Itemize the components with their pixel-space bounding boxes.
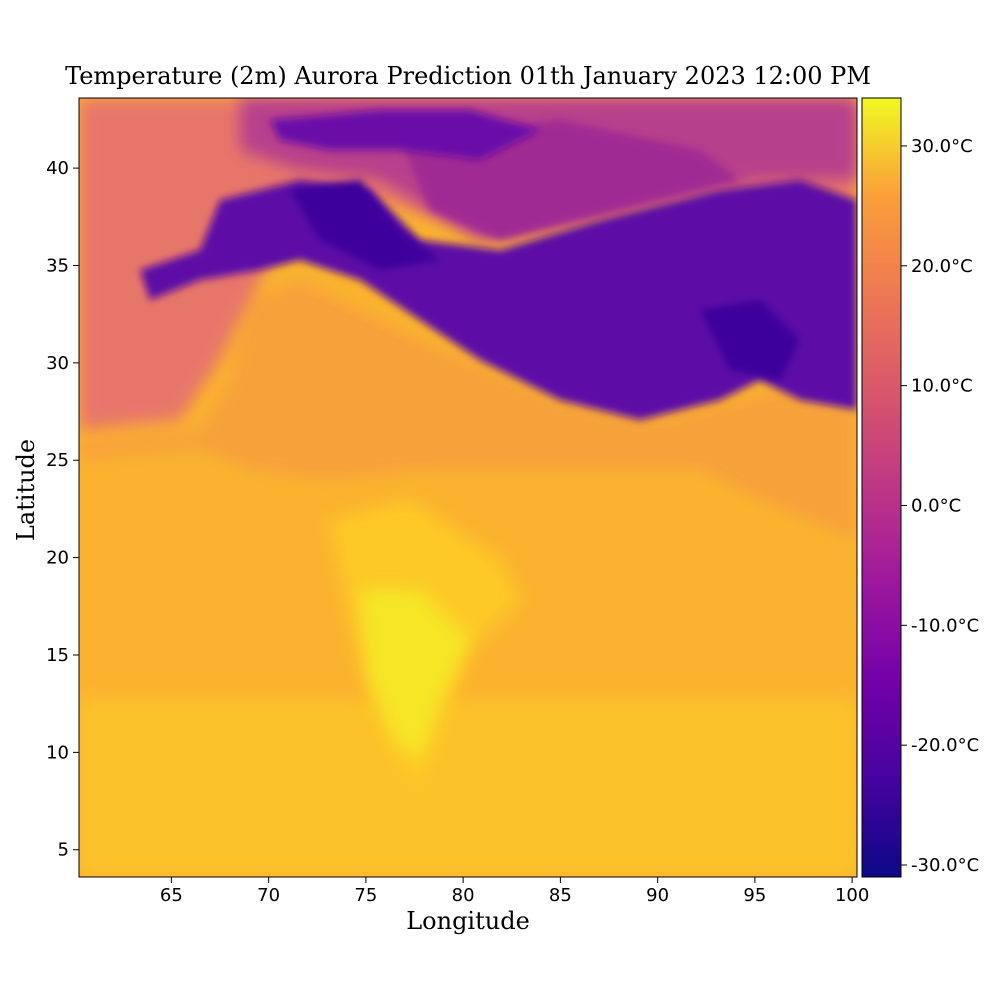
- colorbar-tick-label: -30.0°C: [911, 855, 979, 876]
- northern-cold-band: [270, 110, 540, 160]
- colorbar-tick-label: 30.0°C: [911, 136, 973, 157]
- indo-gangetic-plain-region: [79, 280, 857, 540]
- y-tick-label: 30: [46, 353, 69, 374]
- colorbar: [861, 97, 902, 878]
- temperature-heatmap: [79, 98, 857, 877]
- chart-title: Temperature (2m) Aurora Prediction 01th …: [65, 62, 871, 90]
- y-axis: 5 10 15 20 25 30 35 40: [46, 158, 79, 861]
- colorbar-tick-label: -10.0°C: [911, 615, 979, 636]
- x-tick-label: 100: [835, 885, 869, 906]
- deccan-hot-spot: [360, 590, 470, 760]
- x-tick-label: 75: [354, 885, 377, 906]
- colorbar-tick-label: 20.0°C: [911, 256, 973, 277]
- x-tick-label: 90: [646, 885, 669, 906]
- x-tick-label: 80: [452, 885, 475, 906]
- y-tick-label: 15: [46, 645, 69, 666]
- southern-warm-band: [79, 700, 857, 877]
- x-axis: 65 70 75 80 85 90 95 100: [160, 877, 869, 906]
- y-tick-label: 25: [46, 450, 69, 471]
- x-tick-label: 95: [743, 885, 766, 906]
- x-tick-label: 85: [549, 885, 572, 906]
- plot-frame: [78, 97, 858, 878]
- karakoram-cold-core: [290, 180, 440, 270]
- x-axis-label: Longitude: [406, 907, 530, 935]
- colorbar-tick-label: -20.0°C: [911, 735, 979, 756]
- colorbar-ticks: 30.0°C 20.0°C 10.0°C 0.0°C -10.0°C -20.0°C -30…: [901, 136, 979, 876]
- tibet-east-cold-core: [700, 300, 800, 380]
- x-tick-label: 70: [257, 885, 280, 906]
- tibetan-plateau-region: [140, 180, 857, 420]
- y-tick-label: 5: [58, 840, 69, 861]
- y-axis-label: Latitude: [12, 439, 40, 541]
- colorbar-tick-label: 0.0°C: [911, 495, 961, 516]
- y-tick-label: 35: [46, 255, 69, 276]
- y-tick-label: 20: [46, 548, 69, 569]
- x-tick-label: 65: [160, 885, 183, 906]
- y-tick-label: 40: [46, 158, 69, 179]
- y-tick-label: 10: [46, 742, 69, 763]
- colorbar-tick-label: 10.0°C: [911, 376, 973, 397]
